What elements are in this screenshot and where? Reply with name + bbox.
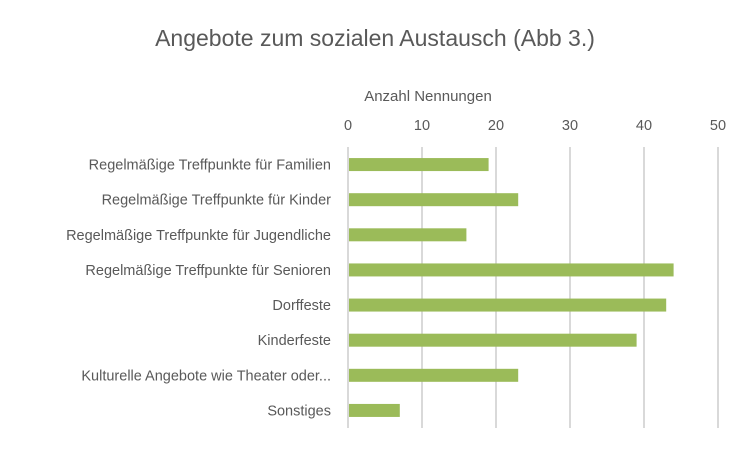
bar: [349, 228, 467, 242]
bars: [349, 158, 674, 417]
gridlines: [347, 147, 719, 428]
category-label: Kulturelle Angebote wie Theater oder...: [81, 368, 331, 384]
category-label: Kinderfeste: [258, 333, 331, 349]
category-label: Regelmäßige Treffpunkte für Familien: [89, 158, 331, 174]
category-label: Dorffeste: [272, 298, 331, 314]
bar: [349, 158, 489, 172]
bar: [349, 333, 637, 347]
bar: [349, 298, 667, 312]
x-tick-label: 30: [562, 118, 578, 134]
category-label: Regelmäßige Treffpunkte für Senioren: [85, 263, 331, 279]
category-label: Regelmäßige Treffpunkte für Jugendliche: [66, 228, 331, 244]
category-labels: Regelmäßige Treffpunkte für Familien Rege…: [66, 158, 331, 420]
x-tick-label: 40: [636, 118, 652, 134]
x-axis-title: Anzahl Nennungen: [364, 88, 492, 105]
x-tick-label: 10: [414, 118, 430, 134]
bar: [349, 403, 400, 417]
bar: [349, 368, 519, 382]
x-tick-label: 0: [344, 118, 352, 134]
x-tick-labels: 0 10 20 30 40 50: [344, 118, 726, 134]
bar: [349, 193, 519, 207]
chart-title: Angebote zum sozialen Austausch (Abb 3.): [155, 25, 595, 51]
x-tick-label: 50: [710, 118, 726, 134]
bar: [349, 263, 674, 277]
category-label: Regelmäßige Treffpunkte für Kinder: [102, 193, 332, 209]
category-label: Sonstiges: [267, 403, 331, 419]
x-tick-label: 20: [488, 118, 504, 134]
